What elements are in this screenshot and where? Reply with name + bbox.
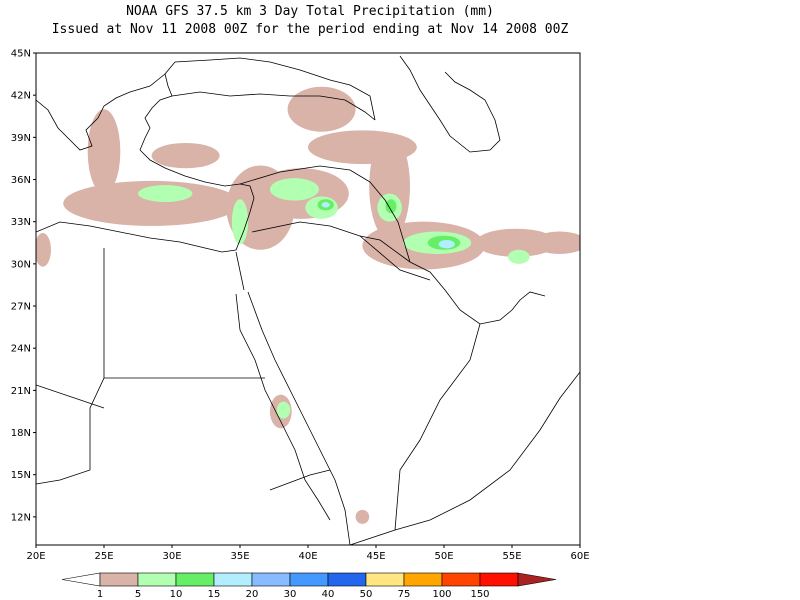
precip-area (269, 178, 319, 201)
lat-label: 15N (11, 470, 31, 481)
lon-label: 25E (94, 551, 113, 562)
lat-label: 21N (11, 386, 31, 397)
legend-swatch (479, 572, 519, 587)
precip-area (321, 202, 330, 208)
legend-swatch (213, 572, 253, 587)
legend-swatch (137, 572, 177, 587)
legend-label: 20 (246, 589, 259, 600)
precip-area (438, 239, 455, 249)
legend-swatch (99, 572, 139, 587)
precip-area (507, 249, 530, 264)
lon-label: 55E (502, 551, 521, 562)
map-subtitle: Issued at Nov 11 2008 00Z for the period… (51, 22, 569, 37)
map-title: NOAA GFS 37.5 km 3 Day Total Precipitati… (126, 4, 494, 19)
lon-label: 20E (26, 551, 45, 562)
legend-label: 10 (170, 589, 183, 600)
precip-area (276, 401, 291, 419)
legend-swatch (441, 572, 481, 587)
lat-label: 42N (11, 91, 31, 102)
lon-label: 50E (434, 551, 453, 562)
precip-area (308, 130, 417, 165)
legend-swatch (403, 572, 443, 587)
lat-label: 36N (11, 175, 31, 186)
legend-label: 5 (135, 589, 141, 600)
lon-label: 45E (366, 551, 385, 562)
legend-swatch (61, 572, 101, 587)
lat-label: 33N (11, 217, 31, 228)
precip-area (385, 199, 397, 214)
longitude-labels: 20E 25E 30E 35E 40E 45E 50E 55E 60E (26, 545, 590, 562)
lon-label: 60E (570, 551, 589, 562)
lat-label: 12N (11, 512, 31, 523)
lon-label: 40E (298, 551, 317, 562)
legend-label: 100 (432, 589, 451, 600)
precip-area (231, 199, 249, 245)
legend-swatch (517, 572, 557, 587)
legend-label: 150 (470, 589, 489, 600)
legend-label: 40 (322, 589, 335, 600)
precip-area (355, 509, 370, 524)
legend-swatch (175, 572, 215, 587)
latitude-labels: 45N 42N 39N 36N 33N 30N 27N 24N 21N 18N 15N 12N (11, 49, 36, 523)
precip-area (532, 231, 580, 255)
legend-swatch (251, 572, 291, 587)
precip-area (138, 185, 193, 203)
precip-area (287, 86, 356, 132)
country-borders (36, 55, 580, 545)
legend-label: 75 (398, 589, 411, 600)
precip-area (475, 228, 557, 257)
precip-area (87, 109, 121, 194)
lat-label: 27N (11, 302, 31, 313)
legend-swatch (327, 572, 367, 587)
legend-label: 50 (360, 589, 373, 600)
lon-label: 30E (162, 551, 181, 562)
legend-label: 1 (97, 589, 103, 600)
precipitation-legend: 1 5 10 15 20 30 40 50 75 100 150 (61, 572, 557, 600)
lat-label: 39N (11, 133, 31, 144)
precip-area (36, 232, 51, 267)
lat-label: 18N (11, 428, 31, 439)
legend-swatch (289, 572, 329, 587)
precipitation-areas (36, 86, 580, 524)
legend-swatch (365, 572, 405, 587)
legend-label: 15 (208, 589, 221, 600)
lat-label: 45N (11, 49, 31, 60)
lon-label: 35E (230, 551, 249, 562)
precip-area (151, 142, 220, 169)
legend-label: 30 (284, 589, 297, 600)
lat-label: 30N (11, 259, 31, 270)
lat-label: 24N (11, 344, 31, 355)
